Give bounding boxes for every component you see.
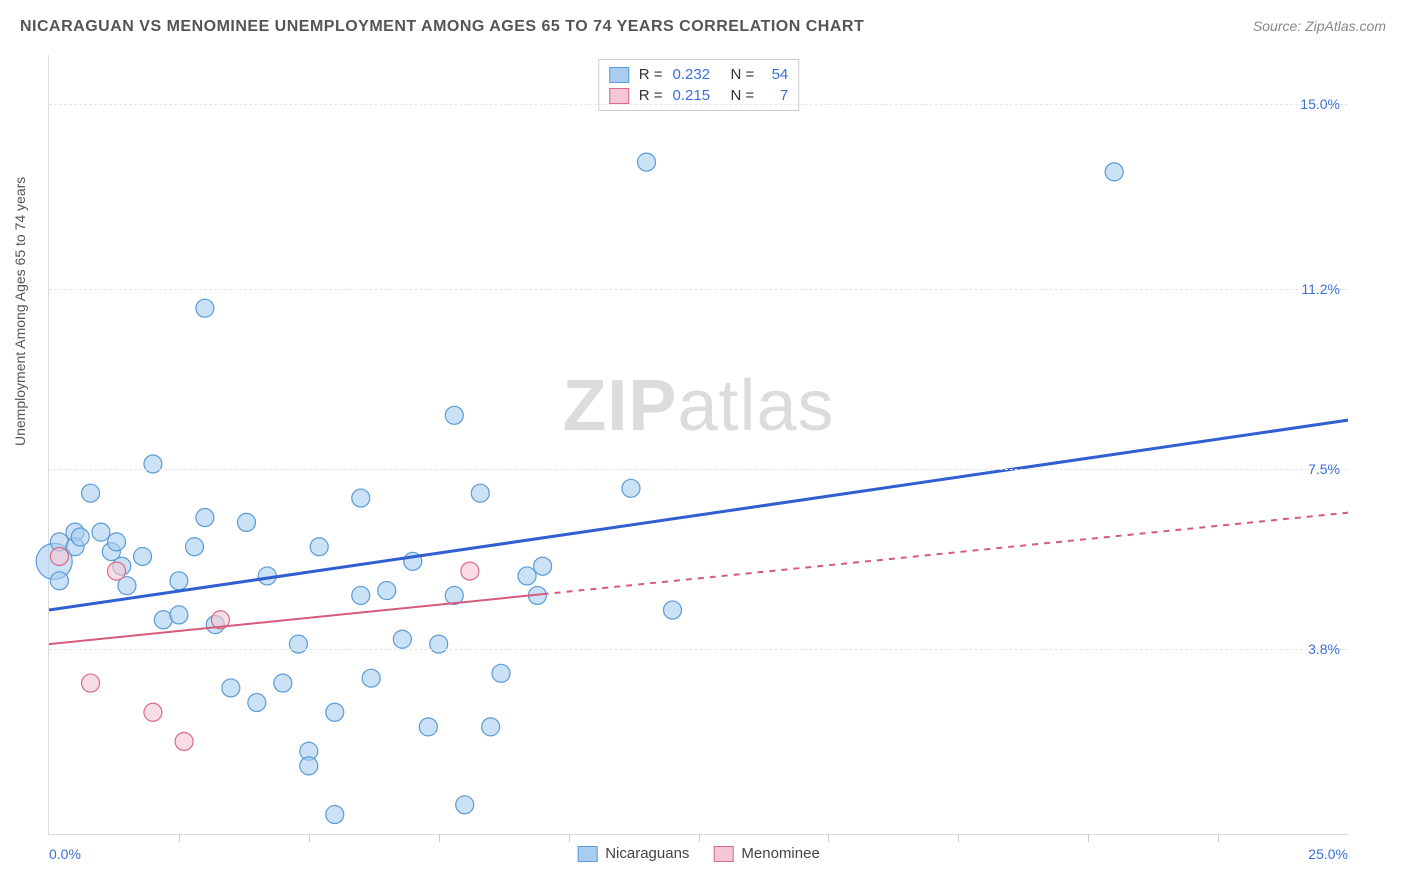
nicaraguans-point (352, 586, 370, 604)
stats-r-value: 0.232 (673, 66, 721, 83)
nicaraguans-point (134, 547, 152, 565)
x-tick (1218, 834, 1219, 842)
stats-r-label: R = (639, 66, 663, 83)
nicaraguans-point (248, 694, 266, 712)
x-tick (179, 834, 180, 842)
nicaraguans-point (170, 606, 188, 624)
x-tick (439, 834, 440, 842)
stats-n-value: 54 (764, 66, 788, 83)
x-tick (699, 834, 700, 842)
chart-source: Source: ZipAtlas.com (1253, 18, 1386, 34)
legend-label: Menominee (741, 845, 819, 862)
plot-svg (49, 55, 1348, 834)
stats-swatch (609, 67, 629, 83)
grid-line (49, 104, 1348, 105)
grid-line (49, 469, 1348, 470)
nicaraguans-point (108, 533, 126, 551)
legend-item: Menominee (713, 845, 819, 862)
nicaraguans-point (196, 509, 214, 527)
legend-swatch (713, 846, 733, 862)
nicaraguans-point (222, 679, 240, 697)
stats-swatch (609, 88, 629, 104)
grid-line (49, 649, 1348, 650)
nicaraguans-point (445, 406, 463, 424)
stats-r-label: R = (639, 87, 663, 104)
menominee-point (175, 732, 193, 750)
chart-header: NICARAGUAN VS MENOMINEE UNEMPLOYMENT AMO… (20, 18, 1386, 36)
x-tick (309, 834, 310, 842)
y-tick-label: 7.5% (1308, 461, 1340, 477)
nicaraguans-point (664, 601, 682, 619)
x-tick (1088, 834, 1089, 842)
stats-n-label: N = (731, 66, 755, 83)
legend-bottom: Nicaraguans Menominee (577, 845, 820, 862)
legend-swatch (577, 846, 597, 862)
nicaraguans-point (518, 567, 536, 585)
stats-row: R = 0.232 N = 54 (609, 64, 789, 85)
nicaraguans-point (185, 538, 203, 556)
nicaraguans-point (300, 757, 318, 775)
nicaraguans-point (237, 513, 255, 531)
nicaraguans-point (638, 153, 656, 171)
stats-r-value: 0.215 (673, 87, 721, 104)
x-tick (958, 834, 959, 842)
nicaraguans-point (289, 635, 307, 653)
nicaraguans-point (196, 299, 214, 317)
x-max-label: 25.0% (1308, 846, 1348, 862)
nicaraguans-point (471, 484, 489, 502)
nicaraguans-point (71, 528, 89, 546)
nicaraguans-point (362, 669, 380, 687)
nicaraguans-point (622, 479, 640, 497)
nicaraguans-point (326, 703, 344, 721)
stats-n-label: N = (731, 87, 755, 104)
nicaraguans-point (1105, 163, 1123, 181)
chart-area: ZIPatlas R =0.232N =54R =0.215N =7 0.0% … (48, 55, 1348, 835)
x-min-label: 0.0% (49, 846, 81, 862)
nicaraguans-point (144, 455, 162, 473)
menominee-point (50, 547, 68, 565)
nicaraguans-point (419, 718, 437, 736)
nicaraguans-point (352, 489, 370, 507)
chart-title: NICARAGUAN VS MENOMINEE UNEMPLOYMENT AMO… (20, 18, 864, 36)
nicaraguans-point (456, 796, 474, 814)
menominee-point (108, 562, 126, 580)
stats-n-value: 7 (764, 87, 788, 104)
x-tick (828, 834, 829, 842)
x-tick (569, 834, 570, 842)
grid-line (49, 289, 1348, 290)
menominee-point (144, 703, 162, 721)
legend-label: Nicaraguans (605, 845, 689, 862)
nicaraguans-point (50, 572, 68, 590)
nicaraguans-point (492, 664, 510, 682)
nicaraguans-point (378, 582, 396, 600)
nicaraguans-point (82, 484, 100, 502)
nicaraguans-point (482, 718, 500, 736)
y-axis-label: Unemployment Among Ages 65 to 74 years (12, 177, 28, 446)
menominee-trend-dashed (543, 513, 1348, 595)
y-tick-label: 3.8% (1308, 641, 1340, 657)
nicaraguans-point (274, 674, 292, 692)
y-tick-label: 11.2% (1301, 281, 1340, 297)
nicaraguans-point (534, 557, 552, 575)
nicaraguans-point (170, 572, 188, 590)
menominee-point (82, 674, 100, 692)
nicaraguans-point (393, 630, 411, 648)
y-tick-label: 15.0% (1300, 96, 1340, 112)
nicaraguans-point (92, 523, 110, 541)
nicaraguans-point (310, 538, 328, 556)
menominee-point (461, 562, 479, 580)
nicaraguans-point (326, 806, 344, 824)
nicaraguans-point (430, 635, 448, 653)
legend-item: Nicaraguans (577, 845, 689, 862)
